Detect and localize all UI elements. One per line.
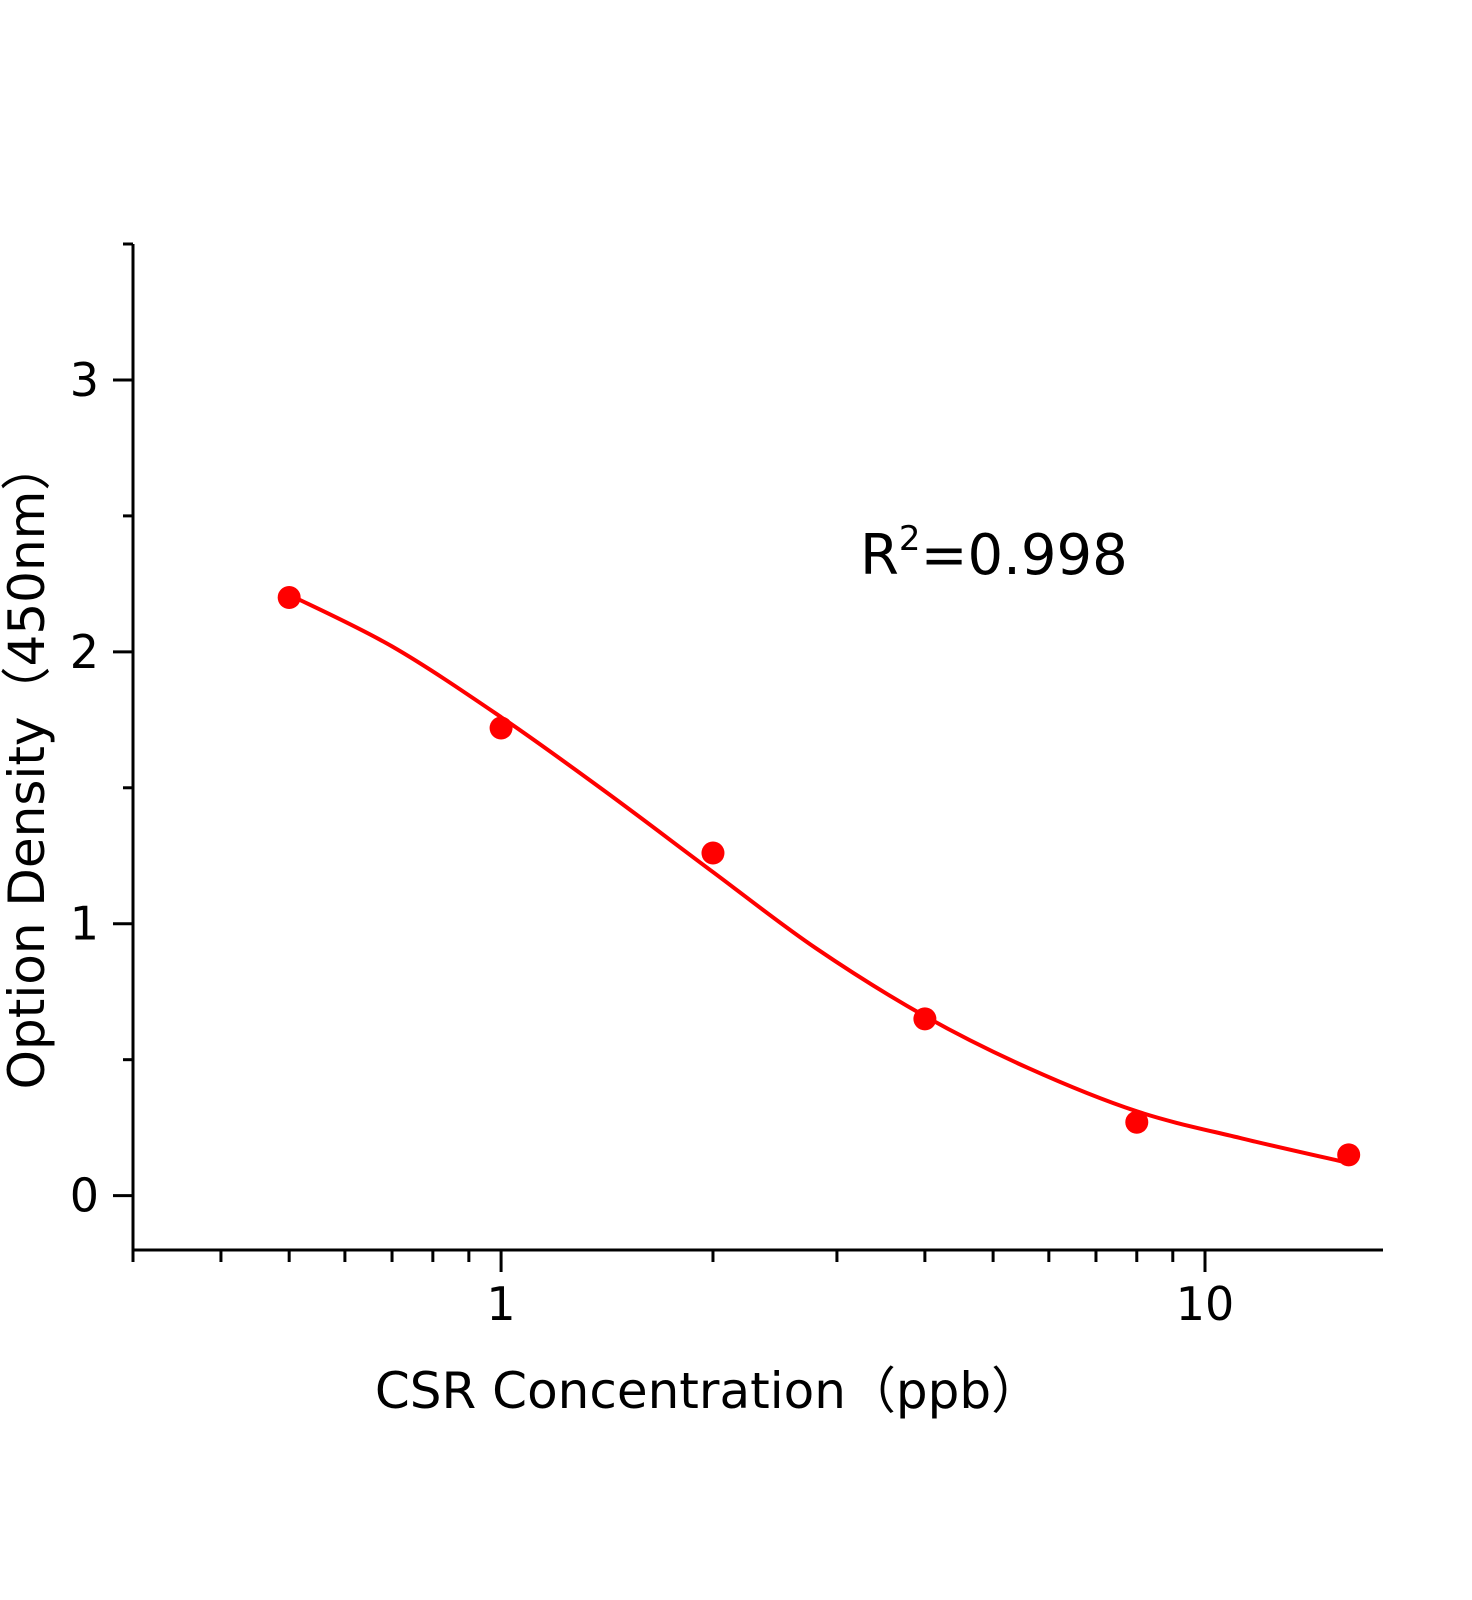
r-squared-prefix: R (860, 523, 899, 588)
data-point (277, 585, 301, 609)
r-squared-value: =0.998 (921, 523, 1128, 588)
data-point (913, 1007, 937, 1031)
data-point (489, 716, 513, 740)
data-points-layer (277, 585, 1361, 1167)
y-axis-title: Option Density（450nm） (0, 441, 56, 1090)
r-squared-annotation: R2=0.998 (860, 519, 1128, 588)
x-axis-title: CSR Concentration（ppb） (375, 1362, 1041, 1420)
y-tick-label: 0 (70, 1169, 99, 1223)
data-point (701, 841, 725, 865)
r-squared-sup: 2 (899, 519, 921, 559)
data-point (1125, 1110, 1149, 1134)
fit-curve-layer (288, 592, 1350, 1165)
x-tick-label: 1 (486, 1277, 515, 1331)
fit-curve (288, 592, 1350, 1165)
y-tick-label: 1 (70, 897, 99, 951)
y-tick-label: 2 (70, 625, 99, 679)
y-tick-label: 3 (70, 353, 99, 407)
axes: 1 10 0 1 2 3 (70, 242, 1383, 1331)
data-point (1337, 1143, 1361, 1167)
x-tick-label: 10 (1176, 1277, 1235, 1331)
